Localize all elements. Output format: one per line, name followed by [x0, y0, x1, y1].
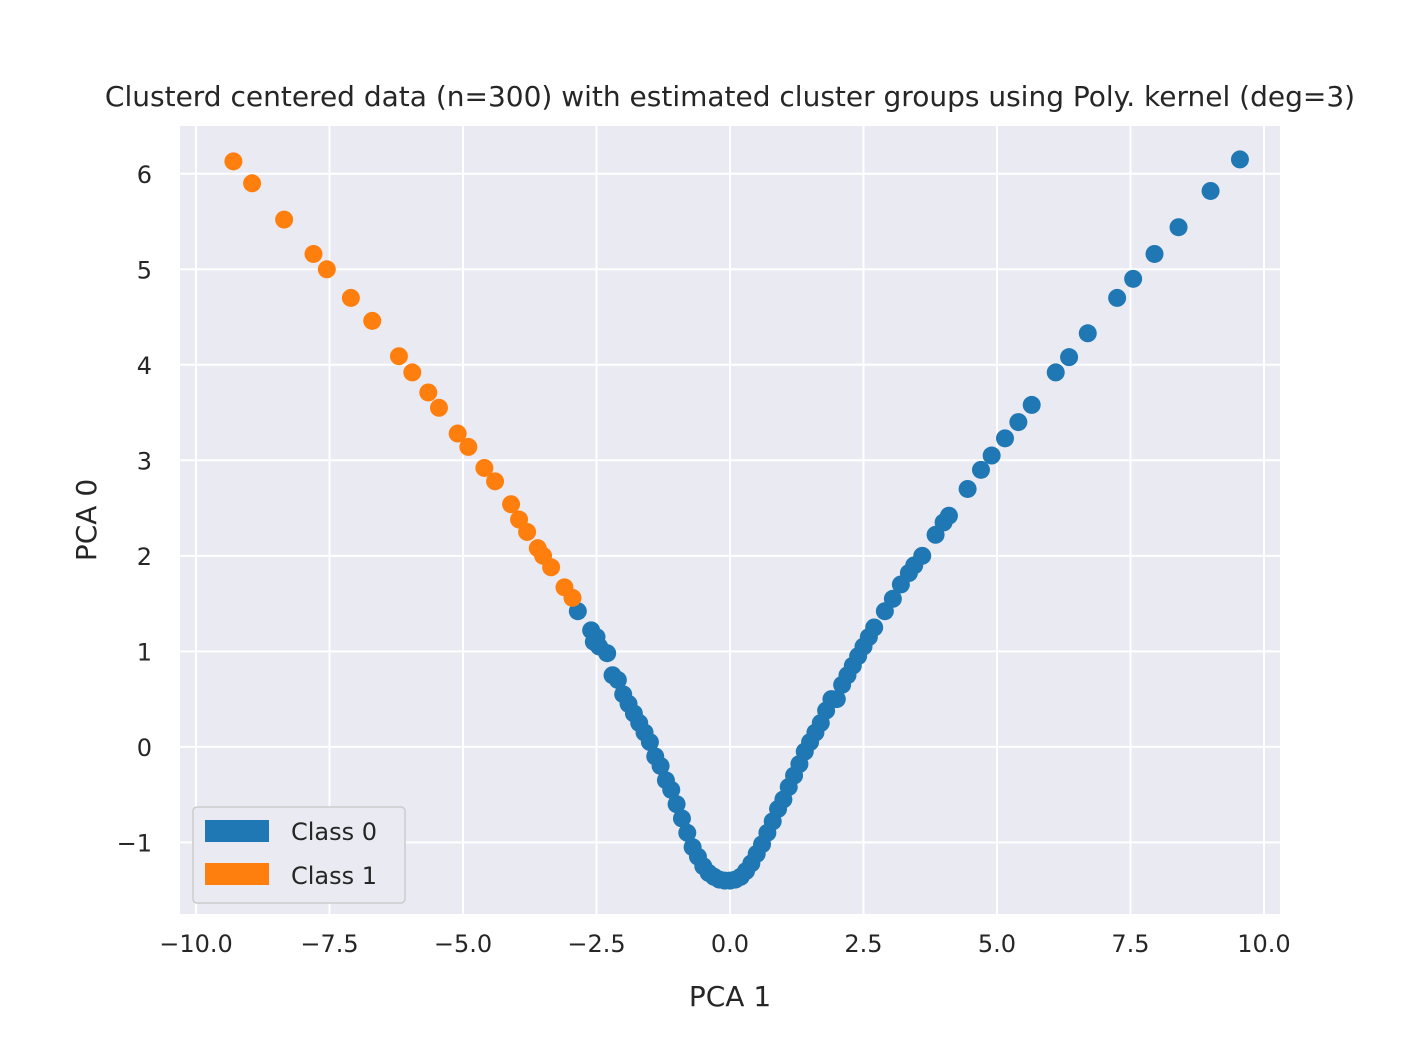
scatter-point: [982, 446, 1001, 465]
series-class-1: [224, 152, 582, 607]
x-axis-label: PCA 1: [689, 980, 771, 1013]
y-tick-label: 3: [137, 447, 152, 475]
series-class-0: [568, 150, 1249, 890]
scatter-point: [317, 260, 336, 279]
scatter-point: [667, 795, 686, 814]
chart-title: Clusterd centered data (n=300) with esti…: [105, 80, 1355, 113]
scatter-point: [1046, 363, 1065, 382]
scatter-point: [275, 210, 294, 229]
grid-lines: [180, 126, 1280, 914]
scatter-point: [662, 780, 681, 799]
x-tick-label: 7.5: [1111, 930, 1149, 958]
scatter-point: [939, 506, 958, 525]
scatter-point: [1169, 218, 1188, 237]
scatter-point: [1145, 244, 1164, 263]
x-tick-label: −10.0: [159, 930, 233, 958]
legend-swatch-class-1: [205, 863, 269, 885]
scatter-point: [304, 244, 323, 263]
legend-swatch-class-0: [205, 820, 269, 842]
scatter-point: [827, 690, 846, 709]
scatter-point: [608, 670, 627, 689]
y-tick-labels: −1 0 1 2 3 4 5 6: [117, 161, 152, 858]
y-tick-label: 4: [137, 352, 152, 380]
scatter-point: [1108, 288, 1127, 307]
y-axis-label: PCA 0: [70, 479, 103, 561]
scatter-point: [598, 644, 617, 663]
scatter-point: [1078, 324, 1097, 343]
scatter-point: [389, 347, 408, 366]
data-points: [224, 150, 1249, 890]
scatter-point: [640, 733, 659, 752]
scatter-point: [651, 756, 670, 775]
scatter-point: [913, 546, 932, 565]
scatter-point: [419, 383, 438, 402]
x-tick-label: −2.5: [567, 930, 625, 958]
scatter-point: [475, 458, 494, 477]
scatter-point: [486, 472, 505, 491]
scatter-point: [243, 174, 262, 193]
y-tick-label: 5: [137, 256, 152, 284]
scatter-point: [459, 437, 478, 456]
scatter-point: [883, 589, 902, 608]
scatter-point: [996, 429, 1014, 448]
scatter-point: [1022, 395, 1041, 414]
scatter-point: [502, 495, 521, 514]
scatter-point: [363, 311, 382, 330]
y-tick-label: 0: [137, 734, 152, 762]
x-tick-labels: −10.0 −7.5 −5.0 −2.5 0.0 2.5 5.0 7.5 10.0: [159, 930, 1290, 958]
scatter-point: [403, 363, 422, 382]
x-tick-label: 10.0: [1237, 930, 1290, 958]
scatter-point: [341, 288, 360, 307]
scatter-point: [958, 479, 977, 498]
x-tick-label: −7.5: [300, 930, 358, 958]
scatter-point: [865, 618, 884, 637]
legend-label-class-1: Class 1: [291, 862, 377, 890]
scatter-point: [1060, 348, 1079, 367]
y-tick-label: 6: [137, 161, 152, 189]
scatter-point: [563, 588, 582, 607]
scatter-point: [224, 152, 243, 171]
x-tick-label: 2.5: [844, 930, 882, 958]
y-tick-label: 2: [137, 543, 152, 571]
scatter-point: [672, 809, 691, 828]
scatter-point: [1009, 413, 1028, 432]
legend: Class 0 Class 1: [192, 806, 406, 904]
x-tick-label: 5.0: [978, 930, 1016, 958]
scatter-point: [518, 522, 537, 541]
scatter-point: [448, 424, 467, 443]
y-tick-label: 1: [137, 638, 152, 666]
scatter-point: [1230, 150, 1249, 169]
legend-label-class-0: Class 0: [291, 818, 377, 846]
x-tick-label: 0.0: [711, 930, 749, 958]
x-tick-label: −5.0: [434, 930, 492, 958]
scatter-point: [678, 823, 697, 842]
scatter-point: [971, 460, 990, 479]
y-tick-label: −1: [117, 829, 152, 857]
scatter-point: [429, 398, 448, 417]
scatter-point: [1124, 269, 1143, 288]
scatter-point: [1201, 181, 1220, 200]
scatter-point: [542, 558, 561, 577]
